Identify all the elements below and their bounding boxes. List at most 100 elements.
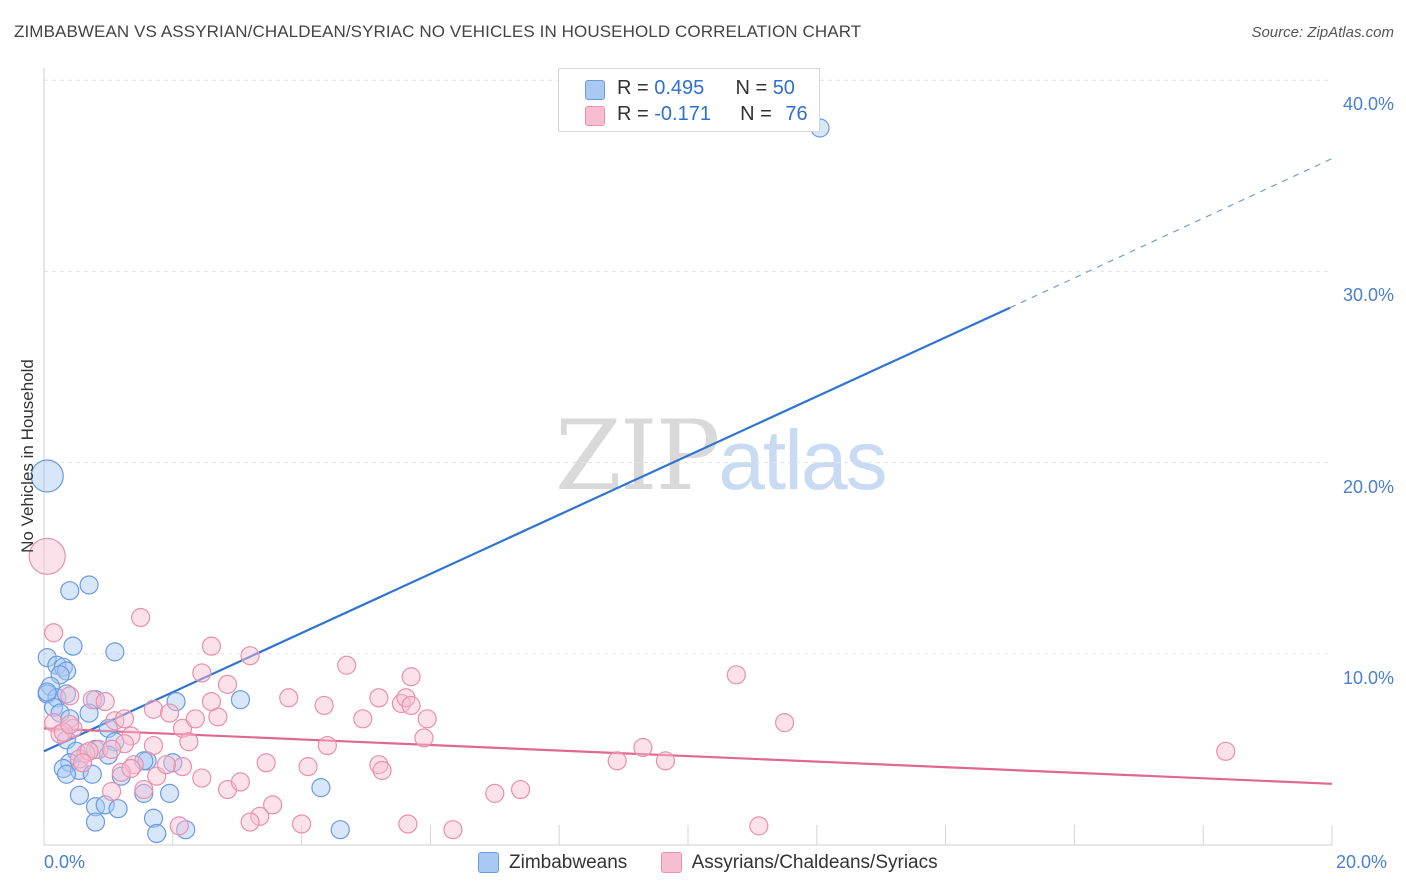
correlation-legend: R = 0.495 N = 50 R = -0.171 N = 76 bbox=[558, 68, 820, 132]
data-point-assyrian bbox=[655, 751, 676, 771]
data-point-assyrian bbox=[79, 741, 99, 761]
data-point-assyrian bbox=[159, 703, 180, 723]
data-point-zimbabwean bbox=[166, 691, 186, 712]
y-tick-label: 40.0% bbox=[1342, 94, 1394, 115]
data-point-zimbabwean bbox=[79, 575, 99, 595]
data-point-assyrian bbox=[263, 795, 283, 815]
axis-layer bbox=[43, 68, 1333, 846]
data-point-assyrian bbox=[143, 735, 164, 756]
data-point-zimbabwean bbox=[143, 808, 164, 828]
legend-n-label: N = bbox=[740, 103, 778, 125]
data-point-assyrian bbox=[279, 688, 299, 708]
legend-n-value: 50 bbox=[772, 77, 795, 99]
data-point-zimbabwean bbox=[85, 797, 106, 817]
trend-layer bbox=[43, 158, 1333, 785]
legend-r-label: R = bbox=[617, 103, 655, 125]
data-point-assyrian bbox=[143, 699, 164, 719]
data-point-zimbabwean bbox=[60, 581, 80, 601]
data-point-assyrian bbox=[369, 755, 389, 775]
legend-swatch-blue bbox=[478, 852, 499, 874]
x-tick-label: 0.0% bbox=[44, 852, 86, 872]
data-point-zimbabwean bbox=[63, 636, 83, 656]
data-point-assyrian bbox=[230, 772, 251, 792]
data-point-assyrian bbox=[353, 709, 373, 729]
data-point-assyrian bbox=[1216, 741, 1236, 761]
data-point-assyrian bbox=[240, 812, 260, 832]
data-point-assyrian bbox=[485, 783, 505, 803]
data-point-zimbabwean bbox=[30, 459, 64, 493]
y-axis-label: No Vehicles in Household bbox=[18, 359, 37, 553]
legend-item-zimbabweans: Zimbabweans bbox=[478, 852, 627, 874]
legend-r-value: 0.495 bbox=[654, 77, 705, 99]
watermark-zip: ZIP bbox=[555, 400, 720, 512]
data-point-assyrian bbox=[121, 758, 141, 779]
data-point-zimbabwean bbox=[37, 682, 57, 702]
data-point-assyrian bbox=[169, 816, 189, 836]
data-point-assyrian bbox=[28, 537, 66, 575]
legend-r-value: -0.171 bbox=[654, 103, 711, 125]
trend-line-zimbabweans-extension bbox=[1009, 158, 1333, 309]
points-layer bbox=[28, 118, 1236, 844]
data-point-assyrian bbox=[398, 814, 418, 834]
legend-n-label: N = bbox=[735, 77, 773, 99]
x-tick-label: 20.0% bbox=[1336, 852, 1388, 872]
data-point-assyrian bbox=[201, 636, 222, 656]
legend-label: Assyrians/Chaldeans/Syriacs bbox=[691, 852, 938, 873]
legend-label: Zimbabweans bbox=[509, 852, 628, 873]
y-tick-label: 20.0% bbox=[1342, 476, 1394, 497]
legend-row-zimbabweans: R = 0.495 N = 50 bbox=[585, 77, 795, 100]
data-point-assyrian bbox=[60, 686, 80, 706]
data-point-assyrian bbox=[111, 762, 131, 782]
data-point-zimbabwean bbox=[159, 783, 180, 803]
data-point-assyrian bbox=[749, 816, 769, 836]
data-point-assyrian bbox=[53, 722, 73, 742]
trend-line-assyrians bbox=[43, 727, 1333, 785]
y-tick-label: 30.0% bbox=[1342, 285, 1394, 306]
data-point-assyrian bbox=[417, 709, 437, 729]
legend-swatch-pink bbox=[585, 106, 605, 126]
data-point-assyrian bbox=[192, 768, 212, 788]
data-point-assyrian bbox=[201, 691, 222, 712]
legend-swatch-pink bbox=[660, 852, 682, 874]
data-point-assyrian bbox=[95, 691, 115, 712]
data-point-zimbabwean bbox=[56, 684, 77, 704]
trend-line-zimbabweans bbox=[43, 306, 1011, 753]
legend-row-assyrians: R = -0.171 N = 76 bbox=[585, 103, 808, 126]
data-point-assyrian bbox=[510, 779, 531, 800]
data-point-assyrian bbox=[192, 663, 212, 683]
data-point-assyrian bbox=[60, 714, 80, 735]
data-point-assyrian bbox=[217, 674, 238, 694]
data-point-zimbabwean bbox=[56, 764, 77, 784]
data-point-zimbabwean bbox=[98, 745, 119, 765]
data-point-assyrian bbox=[443, 820, 463, 840]
data-point-assyrian bbox=[131, 607, 151, 628]
legend-n-value: 76 bbox=[785, 103, 808, 125]
data-point-zimbabwean bbox=[69, 785, 90, 805]
data-point-assyrian bbox=[256, 753, 276, 773]
data-point-assyrian bbox=[134, 779, 154, 800]
data-point-assyrian bbox=[372, 760, 392, 781]
data-point-assyrian bbox=[317, 735, 337, 756]
legend-item-assyrians: Assyrians/Chaldeans/Syriacs bbox=[660, 852, 938, 874]
data-point-zimbabwean bbox=[330, 820, 350, 840]
data-point-assyrian bbox=[172, 757, 193, 777]
data-point-assyrian bbox=[250, 806, 270, 826]
data-point-assyrian bbox=[105, 711, 125, 731]
data-point-assyrian bbox=[401, 695, 421, 716]
series-legend: Zimbabweans Assyrians/Chaldeans/Syriacs bbox=[478, 852, 966, 874]
data-point-zimbabwean bbox=[311, 778, 331, 798]
data-point-zimbabwean bbox=[53, 758, 73, 779]
data-point-assyrian bbox=[401, 667, 421, 687]
chart-source: Source: ZipAtlas.com bbox=[1251, 24, 1394, 41]
data-point-zimbabwean bbox=[108, 799, 128, 819]
data-point-zimbabwean bbox=[230, 690, 251, 710]
chart-title: ZIMBABWEAN VS ASSYRIAN/CHALDEAN/SYRIAC N… bbox=[14, 22, 862, 41]
data-point-assyrian bbox=[73, 753, 93, 773]
data-point-assyrian bbox=[102, 781, 122, 802]
data-point-zimbabwean bbox=[105, 642, 125, 662]
data-point-assyrian bbox=[314, 695, 334, 716]
data-point-assyrian bbox=[114, 709, 135, 729]
data-point-assyrian bbox=[102, 739, 122, 760]
data-point-assyrian bbox=[292, 814, 312, 834]
